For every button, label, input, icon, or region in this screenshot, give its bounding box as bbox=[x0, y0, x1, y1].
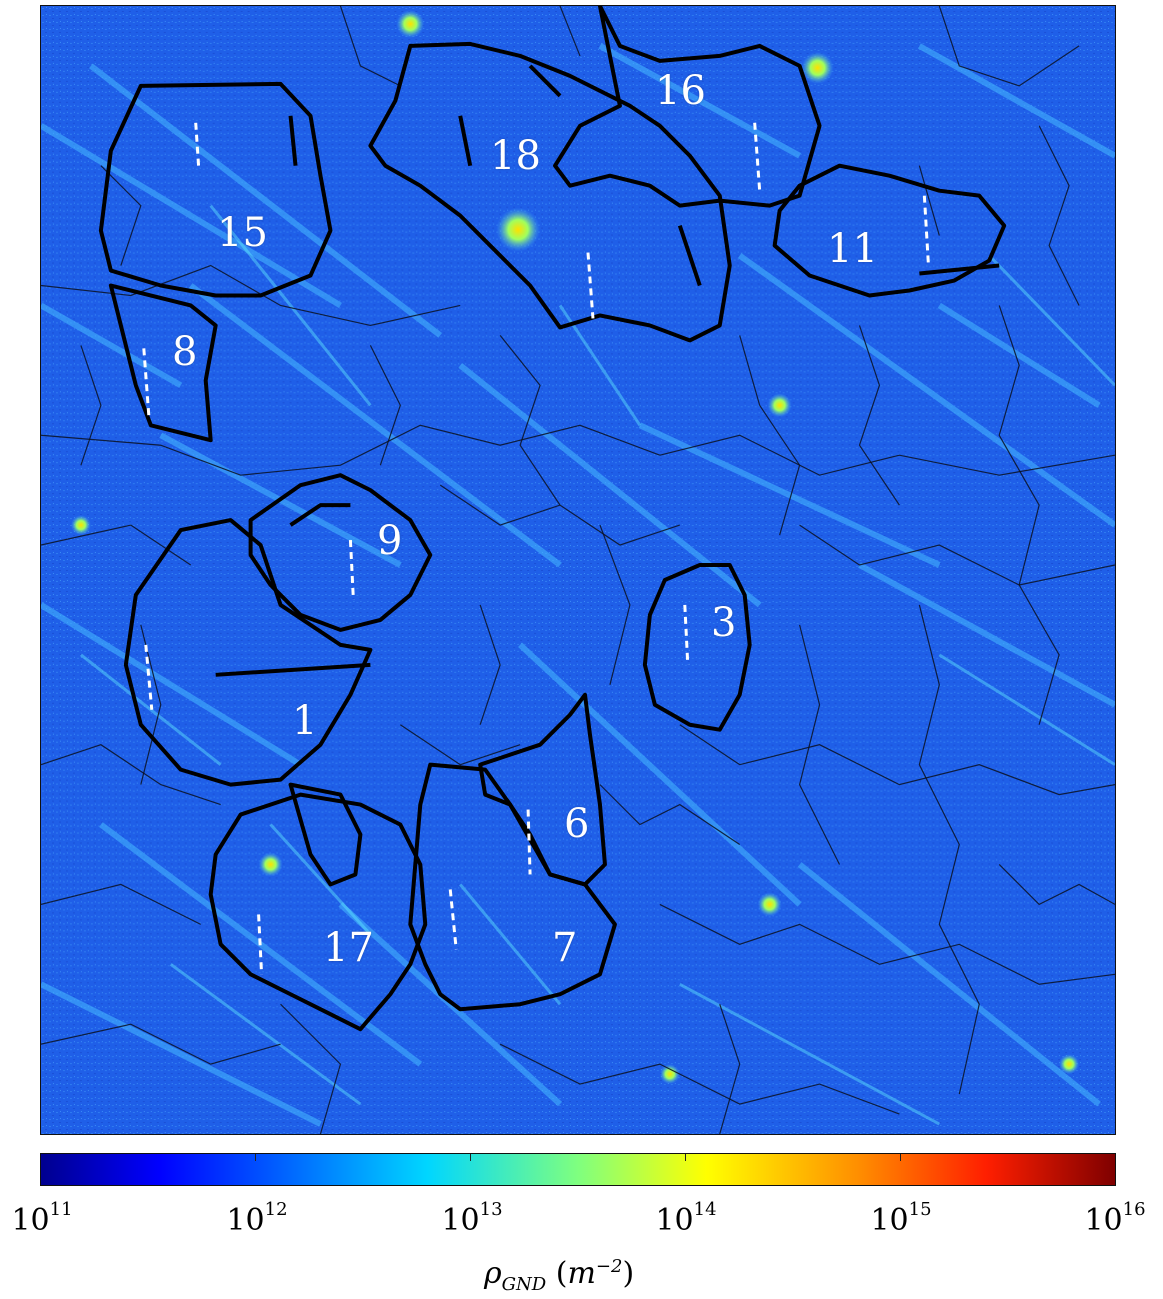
colorbar bbox=[40, 1153, 1116, 1186]
colorbar-tick bbox=[900, 1154, 901, 1161]
map-image bbox=[41, 6, 1115, 1134]
colorbar-tick-label-1e13: 1013 bbox=[441, 1199, 503, 1238]
colorbar-tick-label-1e15: 1015 bbox=[870, 1199, 932, 1238]
colorbar-tick-label-1e16: 1016 bbox=[1084, 1199, 1146, 1238]
grain-label-1: 1 bbox=[292, 698, 318, 744]
dislocation-density-map: 15 18 16 11 8 9 3 1 6 17 7 bbox=[40, 5, 1116, 1135]
grain-label-9: 9 bbox=[377, 518, 403, 564]
grain-label-3: 3 bbox=[711, 600, 737, 646]
grain-label-18: 18 bbox=[490, 133, 541, 179]
grain-label-6: 6 bbox=[564, 801, 590, 847]
colorbar-tick bbox=[470, 1154, 471, 1161]
grain-label-17: 17 bbox=[323, 925, 374, 971]
colorbar-tick-label-1e14: 1014 bbox=[655, 1199, 717, 1238]
slip-band-texture-cyan bbox=[80, 204, 1115, 1126]
colorbar-tick bbox=[685, 1154, 686, 1161]
highlighted-grain-boundaries bbox=[98, 6, 1007, 1032]
colorbar-tick-label-1e12: 1012 bbox=[226, 1199, 288, 1238]
grain-label-7: 7 bbox=[552, 925, 578, 971]
grain-label-16: 16 bbox=[655, 68, 706, 114]
orientation-markers bbox=[142, 122, 930, 975]
hotspots bbox=[70, 9, 1080, 1085]
colorbar-tick bbox=[255, 1154, 256, 1161]
grain-label-8: 8 bbox=[172, 329, 198, 375]
colorbar-tick-label-1e11: 1011 bbox=[11, 1199, 73, 1238]
grain-label-15: 15 bbox=[217, 210, 268, 256]
colorbar-title: ρGND (m−2) bbox=[484, 1256, 635, 1295]
map-background bbox=[41, 6, 1115, 1134]
grain-label-11: 11 bbox=[827, 226, 878, 272]
